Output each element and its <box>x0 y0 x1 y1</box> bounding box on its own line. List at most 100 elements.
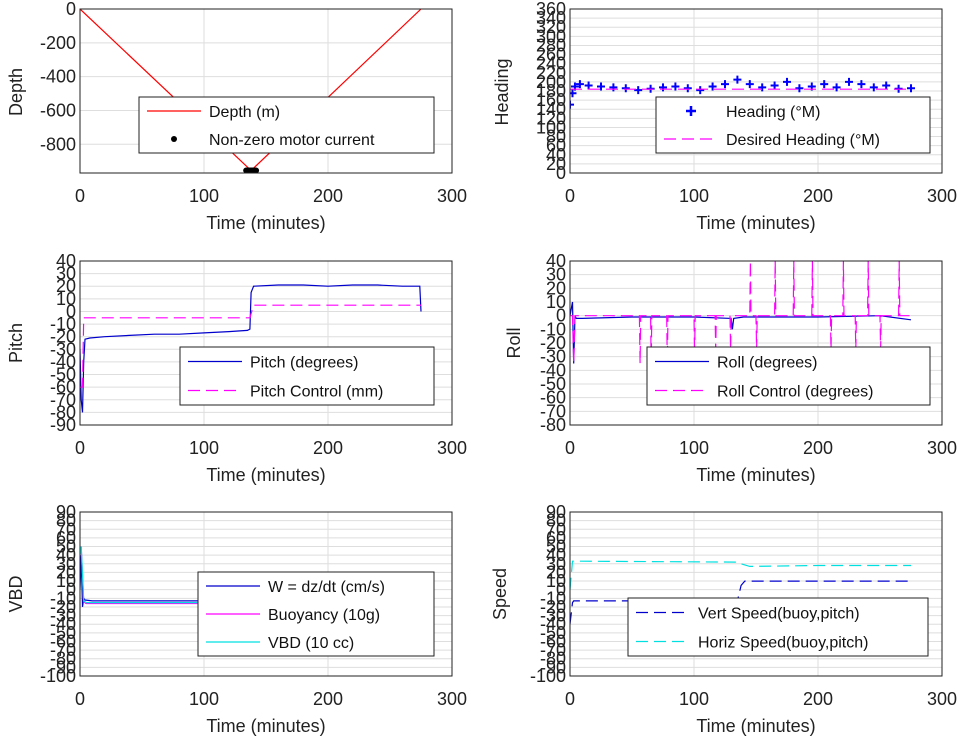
y-tick-label: 320 <box>536 17 566 37</box>
y-tick-label: 70 <box>546 519 566 539</box>
x-tick-label: 200 <box>803 438 833 458</box>
y-tick-label: -10 <box>50 588 76 608</box>
x-tick-label: 0 <box>75 186 85 206</box>
x-tick-label: 100 <box>679 438 709 458</box>
data-point <box>758 83 767 92</box>
legend-entry: Buoyancy (10g) <box>268 607 380 624</box>
y-tick-label: -50 <box>540 623 566 643</box>
y-tick-label: -10 <box>540 588 566 608</box>
y-tick-label: -70 <box>50 390 76 410</box>
y-tick-label: -100 <box>530 666 566 686</box>
data-point <box>683 84 692 93</box>
y-tick-label: -30 <box>50 339 76 359</box>
data-point <box>708 82 717 91</box>
y-tick-label: 20 <box>546 154 566 174</box>
legend: Depth (m) Non-zero motor current <box>138 96 435 154</box>
legend-entry: Depth (m) <box>209 104 280 121</box>
plot-area <box>79 260 453 426</box>
x-tick-label: 100 <box>679 689 709 709</box>
y-tick-label: -80 <box>50 402 76 422</box>
y-tick-label: 120 <box>536 108 566 128</box>
x-tick-label: 100 <box>189 186 219 206</box>
y-tick-label: 20 <box>56 276 76 296</box>
legend-entry: Non-zero motor current <box>209 132 375 149</box>
x-axis-label: Time (minutes) <box>696 213 815 233</box>
series-line <box>570 261 911 364</box>
x-tick-label: 300 <box>437 186 467 206</box>
data-point <box>659 83 667 92</box>
series-0 <box>80 284 422 413</box>
legend: W = dz/dt (cm/s) Buoyancy (10g) VBD (10 cc… <box>197 571 435 657</box>
y-tick-label: 80 <box>546 511 566 531</box>
y-axis-label: Heading <box>492 58 512 125</box>
data-point <box>634 86 643 95</box>
y-tick-label: 40 <box>546 145 566 165</box>
x-tick-label: 300 <box>927 689 957 709</box>
y-axis-label: Pitch <box>6 323 26 363</box>
y-tick-label: -70 <box>540 640 566 660</box>
y-tick-label: -400 <box>40 67 76 87</box>
y-tick-label: 40 <box>546 251 566 271</box>
y-tick-label: -90 <box>540 657 566 677</box>
x-tick-label: 0 <box>565 438 575 458</box>
y-tick-label: 90 <box>546 502 566 522</box>
data-point <box>845 77 853 86</box>
legend-swatch <box>171 136 177 142</box>
y-tick-label: 300 <box>536 26 566 46</box>
chart-panel-speed: 9080706050403020100-10-20-30-40-50-60-70… <box>490 502 957 736</box>
plot-area <box>569 511 943 677</box>
x-tick-label: 300 <box>437 689 467 709</box>
y-tick-label: 70 <box>56 519 76 539</box>
data-point <box>783 77 791 86</box>
y-tick-label: -80 <box>50 649 76 669</box>
legend-entry: VBD (10 cc) <box>268 635 354 652</box>
x-tick-label: 0 <box>565 186 575 206</box>
plot-area <box>569 260 943 426</box>
x-tick-label: 0 <box>75 689 85 709</box>
x-tick-label: 300 <box>927 438 957 458</box>
data-point <box>832 83 841 92</box>
y-tick-label: 30 <box>56 264 76 284</box>
series-1 <box>570 261 911 364</box>
y-tick-label: 50 <box>56 537 76 557</box>
x-axis-label: Time (minutes) <box>206 716 325 736</box>
y-axis-label: Depth <box>6 68 26 116</box>
y-tick-label: -50 <box>540 374 566 394</box>
y-tick-label: -30 <box>540 606 566 626</box>
y-tick-label: 80 <box>56 511 76 531</box>
y-tick-label: 40 <box>546 545 566 565</box>
legend-entry: Desired Heading (°M) <box>726 132 880 149</box>
legend: Vert Speed(buoy,pitch) Horiz Speed(buoy,p… <box>627 597 929 657</box>
data-point <box>584 81 593 90</box>
y-tick-label: 80 <box>546 127 566 147</box>
y-tick-label: -60 <box>50 631 76 651</box>
data-point <box>733 75 742 84</box>
y-tick-label: -10 <box>540 319 566 339</box>
y-tick-label: 180 <box>536 81 566 101</box>
y-tick-label: -60 <box>540 631 566 651</box>
y-tick-label: -80 <box>540 649 566 669</box>
x-tick-label: 200 <box>313 438 343 458</box>
legend-entry: Pitch Control (mm) <box>250 384 383 401</box>
y-tick-label: 20 <box>56 562 76 582</box>
series-line <box>80 304 421 388</box>
y-tick-label: -600 <box>40 100 76 120</box>
y-tick-label: -20 <box>540 597 566 617</box>
data-point <box>795 84 804 93</box>
y-tick-label: 30 <box>546 265 566 285</box>
data-point <box>696 86 705 95</box>
y-tick-label: 60 <box>56 528 76 548</box>
y-tick-label: -30 <box>540 347 566 367</box>
y-tick-label: 90 <box>56 502 76 522</box>
x-tick-label: 100 <box>189 438 219 458</box>
chart-panel-depth: 0 -200 -400 -600 -800 0 100 200 300 Time (minutes… <box>6 0 467 233</box>
legend-box <box>627 597 929 657</box>
y-tick-label: 200 <box>536 72 566 92</box>
legend-box <box>179 346 435 406</box>
chart-panel-vbd: 9080706050403020100-10-20-30-40-50-60-70… <box>6 502 467 736</box>
legend-entry: Heading (°M) <box>726 104 820 121</box>
y-tick-label: -70 <box>540 401 566 421</box>
plot-area <box>569 8 943 174</box>
